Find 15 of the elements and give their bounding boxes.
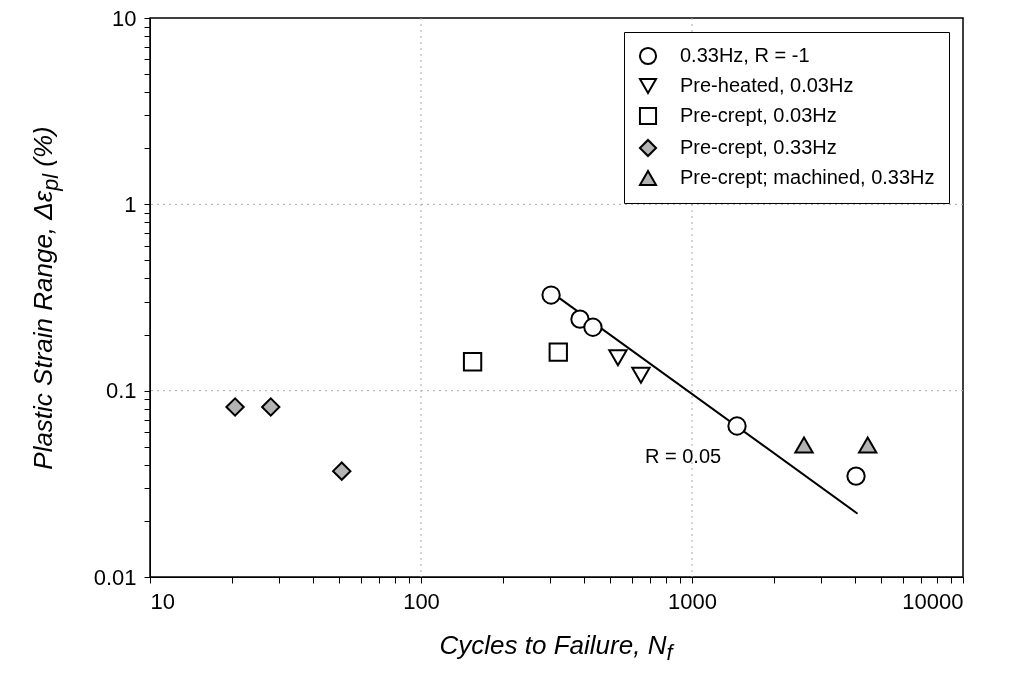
x-tick-label: 10000 <box>902 588 964 614</box>
y-tick-label: 10 <box>112 5 137 31</box>
legend-label: 0.33Hz, R = -1 <box>680 44 810 66</box>
y-tick-label: 0.01 <box>93 564 137 590</box>
legend-label: Pre-crept, 0.33Hz <box>680 136 837 158</box>
legend-label: Pre-crept, 0.03Hz <box>680 104 837 126</box>
legend-label: Pre-heated, 0.03Hz <box>680 74 854 96</box>
legend-label: Pre-crept; machined, 0.33Hz <box>680 166 935 188</box>
x-tick-label: 10 <box>150 588 175 614</box>
y-tick-label: 0.1 <box>105 378 137 404</box>
x-axis-title: Cycles to Failure, N$_{f}$ <box>439 630 673 667</box>
x-tick-label: 1000 <box>668 588 717 614</box>
x-tick-label: 100 <box>403 588 440 614</box>
annotation: R = 0.05 <box>645 445 722 468</box>
y-tick-label: 1 <box>124 191 137 217</box>
